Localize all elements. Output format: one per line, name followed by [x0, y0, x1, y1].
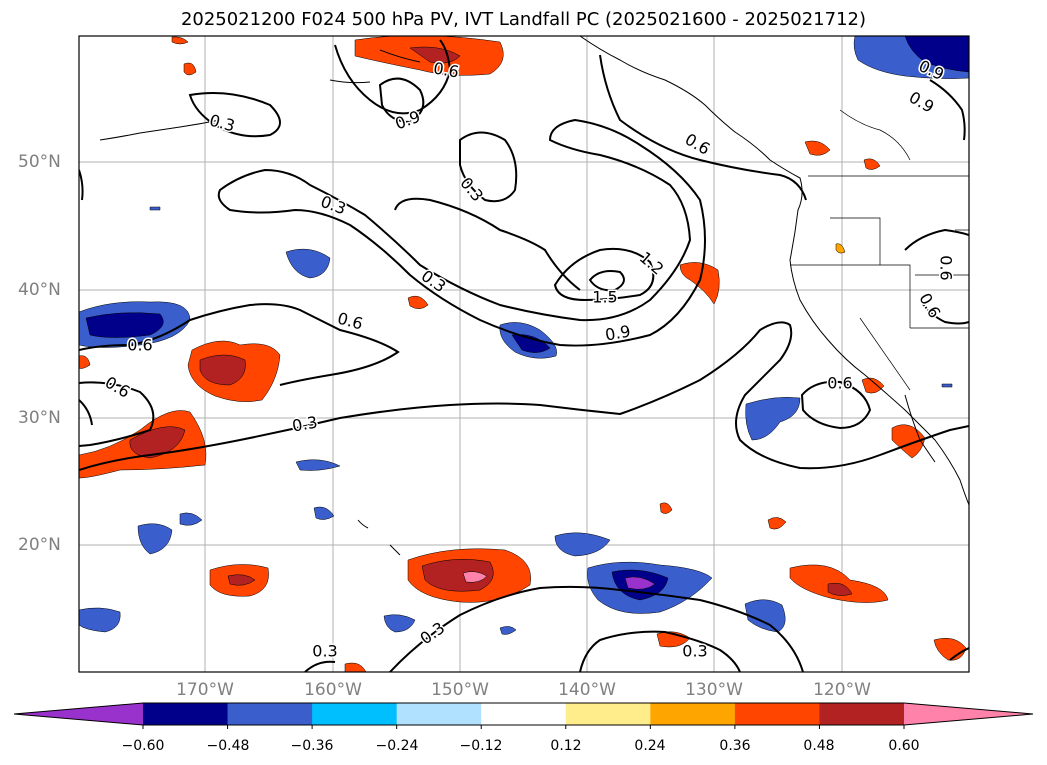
colorbar-tick-label: 0.36	[719, 738, 751, 754]
colorbar-segment	[227, 703, 313, 725]
colorbar-segment	[481, 703, 567, 725]
colorbar-segment	[565, 703, 651, 725]
colorbar-tick-label: −0.24	[375, 738, 419, 754]
contour-label: 0.6	[827, 374, 852, 393]
lat-label-20n: 20°N	[18, 535, 61, 555]
colorbar-tick-label: −0.36	[290, 738, 334, 754]
colorbar-tick-label: 0.60	[888, 738, 920, 754]
colorbar-tick-label: −0.48	[206, 738, 250, 754]
colorbar-segment	[396, 703, 482, 725]
colorbar-segment	[734, 703, 820, 725]
contour-label: 0.3	[682, 642, 707, 661]
contour-label: 0.9	[604, 321, 632, 344]
lon-label-150w: 150°W	[431, 680, 489, 700]
contour-label: 0.3	[312, 642, 337, 661]
colorbar-segment	[312, 703, 398, 725]
lon-label-120w: 120°W	[813, 680, 871, 700]
lon-label-160w: 160°W	[304, 680, 362, 700]
lon-label-140w: 140°W	[558, 680, 616, 700]
colorbar-tick-label: −0.12	[459, 738, 503, 754]
pv-contours	[79, 39, 969, 672]
contour-label: 1.5	[592, 288, 617, 307]
contour-label: 0.6	[432, 58, 460, 81]
borders	[790, 109, 969, 391]
colorbar-extend-max	[904, 703, 1033, 725]
contour-label: 0.6	[127, 336, 152, 355]
colorbar-segment	[143, 703, 229, 725]
negative-anomalies	[79, 36, 969, 635]
colorbar-segment	[650, 703, 736, 725]
colorbar-tick-label: 0.12	[550, 738, 582, 754]
lon-label-130w: 130°W	[685, 680, 743, 700]
map-title: 2025021200 F024 500 hPa PV, IVT Landfall…	[180, 9, 867, 30]
lon-label-170w: 170°W	[176, 680, 234, 700]
lat-label-30n: 30°N	[18, 408, 61, 428]
colorbar-segment	[819, 703, 905, 725]
lat-label-50n: 50°N	[18, 152, 61, 172]
colorbar-tick-label: 0.48	[803, 738, 835, 754]
positive-anomalies	[79, 36, 967, 672]
colorbar-extend-min	[14, 703, 143, 725]
map-frame	[78, 35, 970, 673]
colorbar-tick-label: 0.24	[634, 738, 666, 754]
lat-label-40n: 40°N	[18, 280, 61, 300]
colorbar-tick-label: −0.60	[121, 738, 165, 754]
contour-label: 0.6	[937, 255, 956, 280]
colorbar	[13, 702, 1034, 729]
